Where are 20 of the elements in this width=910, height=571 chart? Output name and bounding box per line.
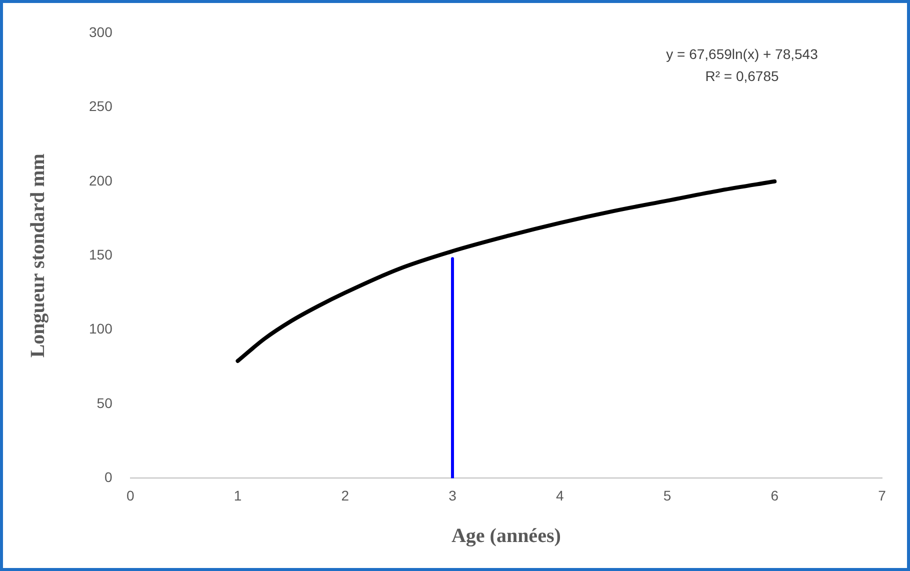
line-series: [236, 179, 777, 363]
y-tick-label: 250: [89, 98, 113, 114]
y-tick-label: 200: [89, 172, 113, 188]
y-axis-title: Longueur stondard mm: [27, 153, 50, 358]
y-tick-label: 100: [89, 320, 113, 337]
x-tick-label: 5: [663, 487, 672, 504]
annotation: R² = 0,6785: [705, 68, 779, 84]
x-tick-label: 7: [878, 487, 886, 504]
y-tick-label: 50: [96, 394, 113, 411]
y-tick-label: 300: [89, 24, 113, 40]
y-tick-label: 150: [89, 246, 113, 262]
x-tick-label: 2: [341, 487, 350, 504]
x-tick-label: 1: [234, 487, 242, 504]
x-tick-label: 6: [770, 487, 779, 504]
x-tick-label: 3: [448, 487, 457, 504]
y-tick-label: 0: [104, 469, 113, 486]
x-tick-label: 4: [556, 487, 564, 504]
x-tick-label: 0: [126, 487, 134, 504]
x-axis-title: Age (années): [451, 525, 561, 548]
annotation: y = 67,659ln(x) + 78,543: [666, 46, 818, 62]
